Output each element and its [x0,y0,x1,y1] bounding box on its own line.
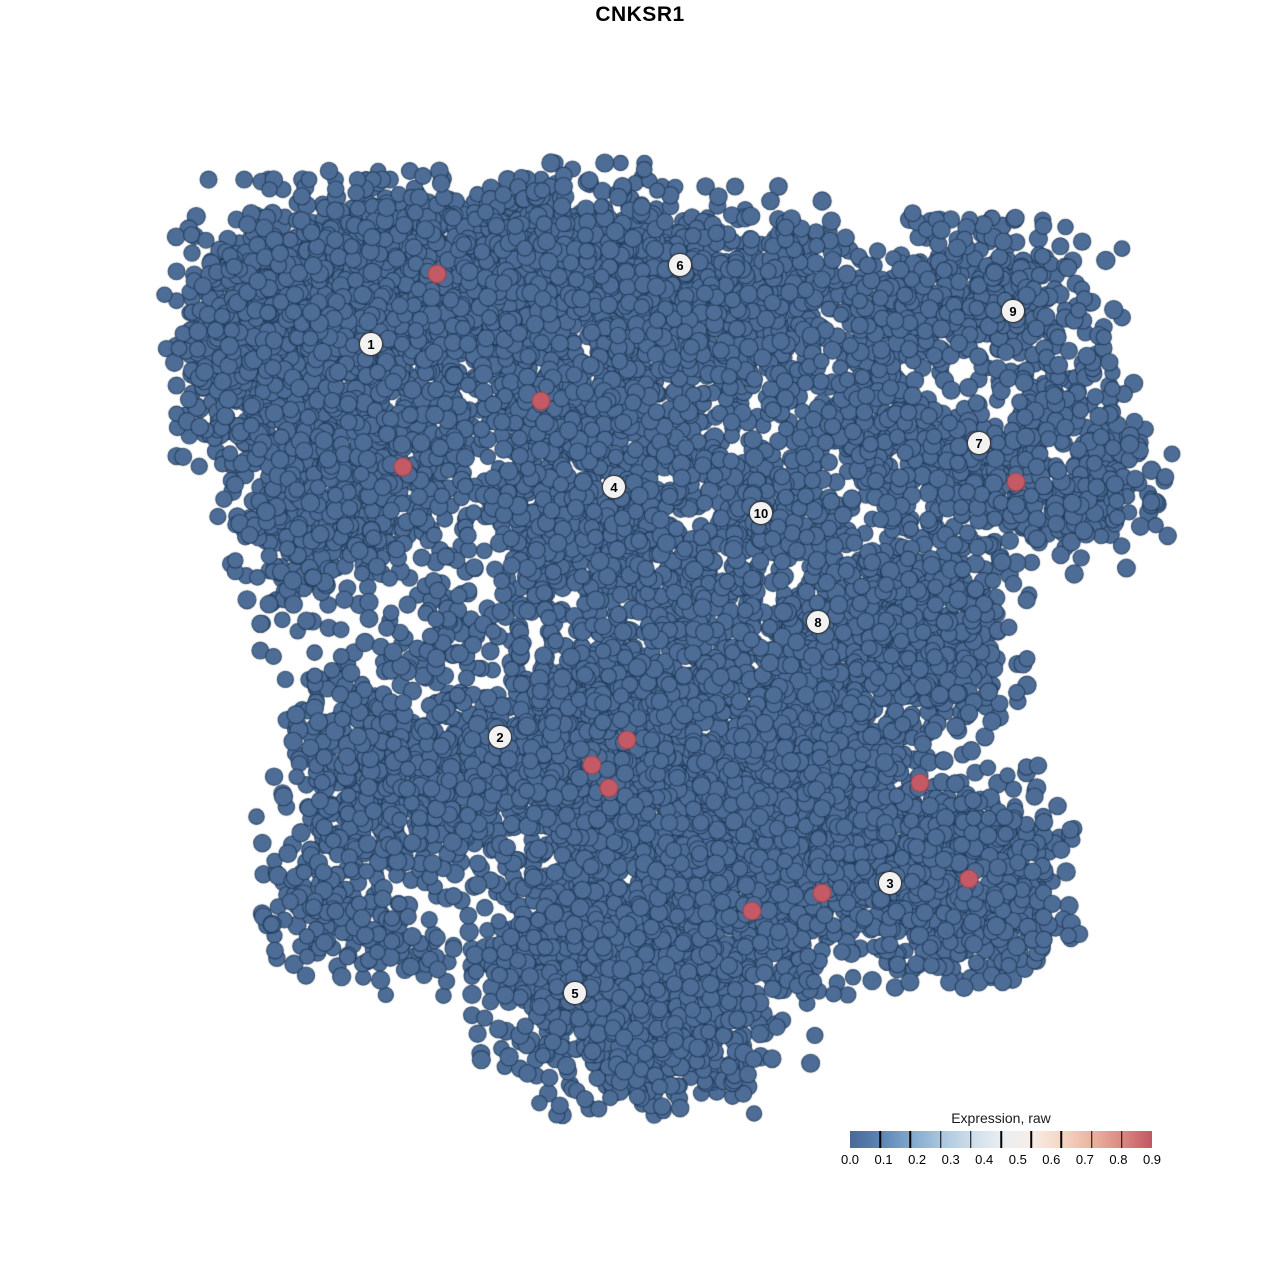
cluster-label-8: 8 [806,610,830,634]
legend-tick-mark [939,1131,942,1148]
legend-tick-label: 0.3 [941,1152,960,1167]
legend-tick-label: 0.5 [1008,1152,1027,1167]
legend-tick-label: 0.9 [1142,1152,1162,1167]
legend-tick-label: 0.8 [1109,1152,1128,1167]
legend-tick-mark [879,1131,881,1148]
cluster-label-3: 3 [878,871,902,895]
cluster-label-2: 2 [488,725,512,749]
legend-tick-label: 0.7 [1075,1152,1094,1167]
legend-tick-labels: 0.0 0.1 0.2 0.3 0.4 0.5 0.6 0.7 0.8 0.9 [841,1152,1161,1167]
legend-tick-label: 0.2 [908,1152,927,1167]
legend-tick-mark [1121,1131,1123,1148]
legend-tick-mark [1090,1131,1093,1148]
legend-tick-mark [1030,1131,1032,1148]
cluster-label-10: 10 [749,501,773,525]
legend-tick-label: 0.1 [874,1152,893,1167]
legend-tick-mark [970,1131,972,1148]
legend-tick-mark [1000,1131,1002,1148]
cluster-label-9: 9 [1001,299,1025,323]
legend-title: Expression, raw [951,1110,1051,1126]
cluster-label-7: 7 [967,431,991,455]
legend-tick-mark [1060,1131,1063,1148]
legend-tick-mark [909,1131,912,1148]
cluster-label-4: 4 [602,475,626,499]
legend-tick-label: 0.0 [840,1152,860,1167]
expression-legend: Expression, raw 0.0 0.1 0.2 0.3 0.4 0.5 0.6 0.7… [841,1110,1161,1167]
cluster-label-5: 5 [563,981,587,1005]
legend-tick-label: 0.6 [1042,1152,1061,1167]
cluster-label-6: 6 [668,253,692,277]
legend-gradient-bar [850,1131,1152,1148]
legend-tick-label: 0.4 [975,1152,994,1167]
cluster-label-1: 1 [359,332,383,356]
